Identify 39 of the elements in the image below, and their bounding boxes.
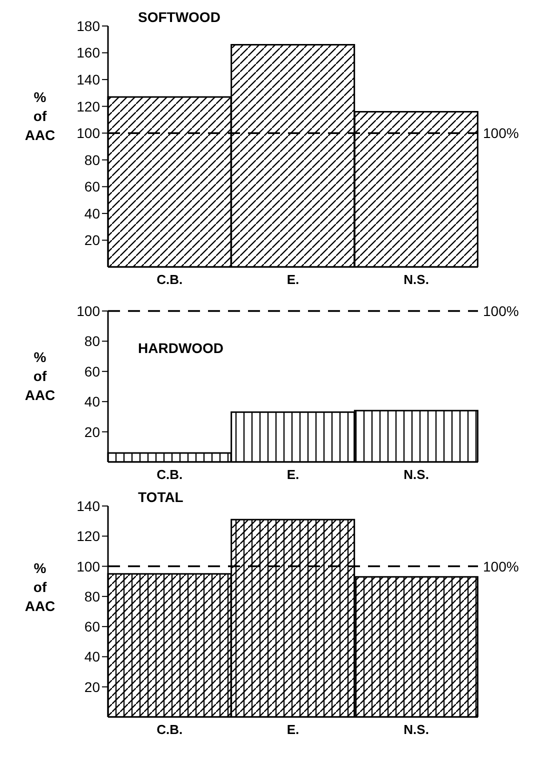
y-tick-label: 40 (84, 648, 100, 665)
y-tick-label: 120 (76, 98, 100, 114)
x-tick-label: N.S. (404, 722, 429, 738)
x-tick-label: E. (286, 272, 300, 288)
x-tick-label: C.B. (156, 722, 183, 738)
ref-line-label: 100% (483, 302, 519, 319)
y-tick-label: 140 (76, 72, 100, 88)
y-tick-label: 120 (76, 528, 100, 544)
y-axis-title: % of AAC (24, 559, 56, 616)
x-tick-label: N.S. (404, 272, 429, 288)
x-tick-label: E. (286, 467, 300, 482)
y-tick-label: 100 (76, 558, 100, 574)
y-tick-label: 20 (84, 678, 100, 695)
y-tick-label: 20 (84, 424, 100, 440)
text: HARDWOOD (138, 340, 224, 356)
y-axis-title: % of AAC (24, 88, 56, 145)
ref-line-label: 100% (483, 558, 519, 574)
y-tick-label: 100 (76, 302, 100, 319)
x-tick-label: N.S. (404, 467, 429, 482)
x-tick-label: E. (286, 722, 300, 738)
y-tick-label: 100 (76, 125, 100, 142)
y-tick-label: 80 (84, 588, 100, 604)
chart-title: SOFTWOOD (138, 9, 220, 25)
ref-line-label: 100% (483, 125, 519, 142)
y-tick-label: 80 (84, 152, 100, 168)
x-tick-label: C.B. (156, 467, 183, 482)
y-axis-title: % of AAC (24, 348, 56, 405)
y-tick-label: 40 (84, 394, 100, 410)
x-tick-label: C.B. (156, 272, 183, 288)
chart-title: TOTAL (138, 489, 184, 505)
y-tick-label: 160 (76, 44, 100, 61)
y-tick-label: 180 (76, 18, 100, 34)
y-tick-label: 20 (84, 232, 100, 248)
y-tick-label: 80 (84, 333, 100, 350)
y-tick-label: 60 (84, 178, 100, 195)
y-tick-label: 40 (84, 205, 100, 222)
y-tick-label: 60 (84, 618, 100, 635)
y-tick-label: 140 (76, 498, 100, 514)
y-tick-label: 60 (84, 363, 100, 380)
